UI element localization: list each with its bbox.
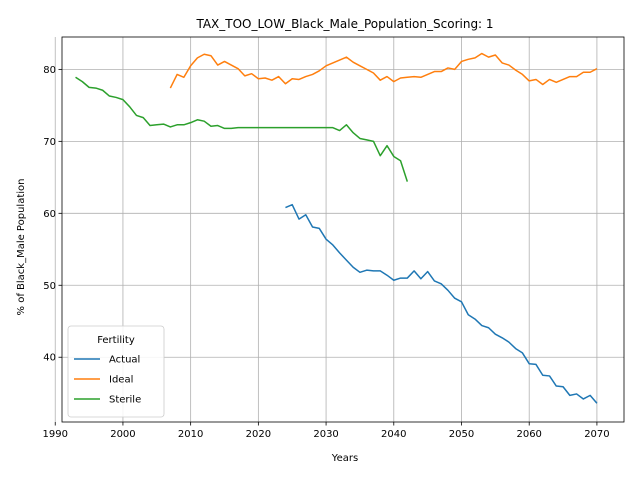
x-tick-label: 2070	[584, 429, 609, 440]
x-tick-label: 2020	[246, 429, 271, 440]
legend: Fertility Actual Ideal Sterile	[68, 326, 164, 417]
x-axis-label: Years	[331, 453, 358, 464]
x-tick-label: 2050	[449, 429, 474, 440]
x-tick-label: 1990	[43, 429, 68, 440]
x-tick-label: 2040	[381, 429, 406, 440]
y-tick-label: 60	[43, 209, 56, 220]
series-line-ideal	[170, 54, 597, 89]
y-tick-label: 50	[43, 281, 56, 292]
y-axis-label: % of Black_Male Population	[16, 179, 27, 316]
legend-entry-actual: Actual	[109, 355, 140, 366]
x-tick-label: 2000	[110, 429, 135, 440]
legend-title: Fertility	[97, 335, 135, 346]
chart-title: TAX_TOO_LOW_Black_Male_Population_Scorin…	[195, 17, 493, 31]
series-line-sterile	[76, 77, 408, 181]
y-tick-label: 70	[43, 137, 56, 148]
legend-entry-ideal: Ideal	[109, 375, 133, 386]
series-line-actual	[285, 205, 596, 404]
x-tick-label: 2030	[313, 429, 338, 440]
x-tick-label: 2010	[178, 429, 203, 440]
y-tick-label: 40	[43, 353, 56, 364]
x-tick-label: 2060	[516, 429, 541, 440]
legend-entry-sterile: Sterile	[109, 395, 141, 406]
y-tick-label: 80	[43, 65, 56, 76]
